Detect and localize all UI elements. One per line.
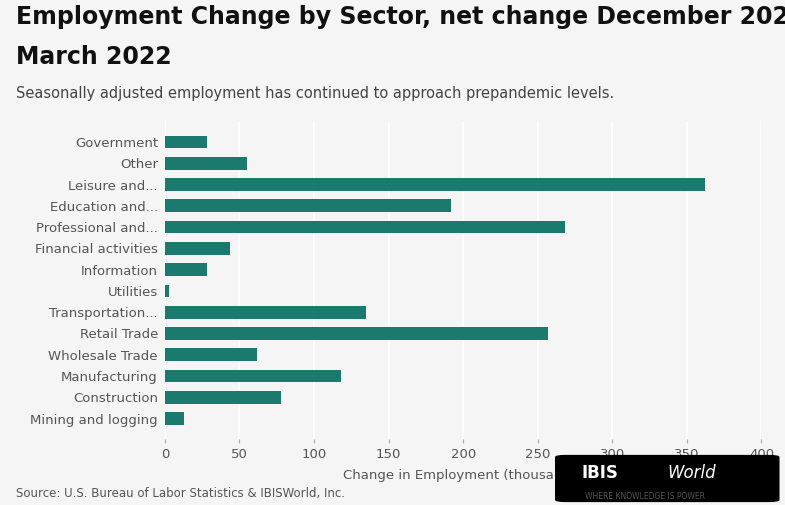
Bar — [165, 136, 206, 148]
Bar — [165, 370, 341, 382]
Bar — [165, 178, 705, 191]
Text: March 2022: March 2022 — [16, 45, 171, 70]
Bar — [165, 221, 564, 233]
Text: IBIS: IBIS — [582, 464, 619, 482]
Text: Seasonally adjusted employment has continued to approach prepandemic levels.: Seasonally adjusted employment has conti… — [16, 86, 614, 101]
Bar — [165, 348, 257, 361]
FancyBboxPatch shape — [555, 455, 780, 502]
Bar — [165, 263, 206, 276]
Bar — [165, 412, 184, 425]
Bar — [165, 242, 231, 255]
Text: Employment Change by Sector, net change December 2021 to: Employment Change by Sector, net change … — [16, 5, 785, 29]
Bar — [165, 391, 281, 403]
Bar — [165, 199, 451, 212]
Bar — [165, 284, 170, 297]
X-axis label: Change in Employment (thousands): Change in Employment (thousands) — [343, 469, 583, 482]
Text: Source: U.S. Bureau of Labor Statistics & IBISWorld, Inc.: Source: U.S. Bureau of Labor Statistics … — [16, 487, 345, 500]
Bar — [165, 327, 548, 340]
Text: World: World — [667, 464, 716, 482]
Bar — [165, 157, 246, 170]
Text: WHERE KNOWLEDGE IS POWER: WHERE KNOWLEDGE IS POWER — [585, 492, 705, 501]
Bar — [165, 306, 366, 319]
